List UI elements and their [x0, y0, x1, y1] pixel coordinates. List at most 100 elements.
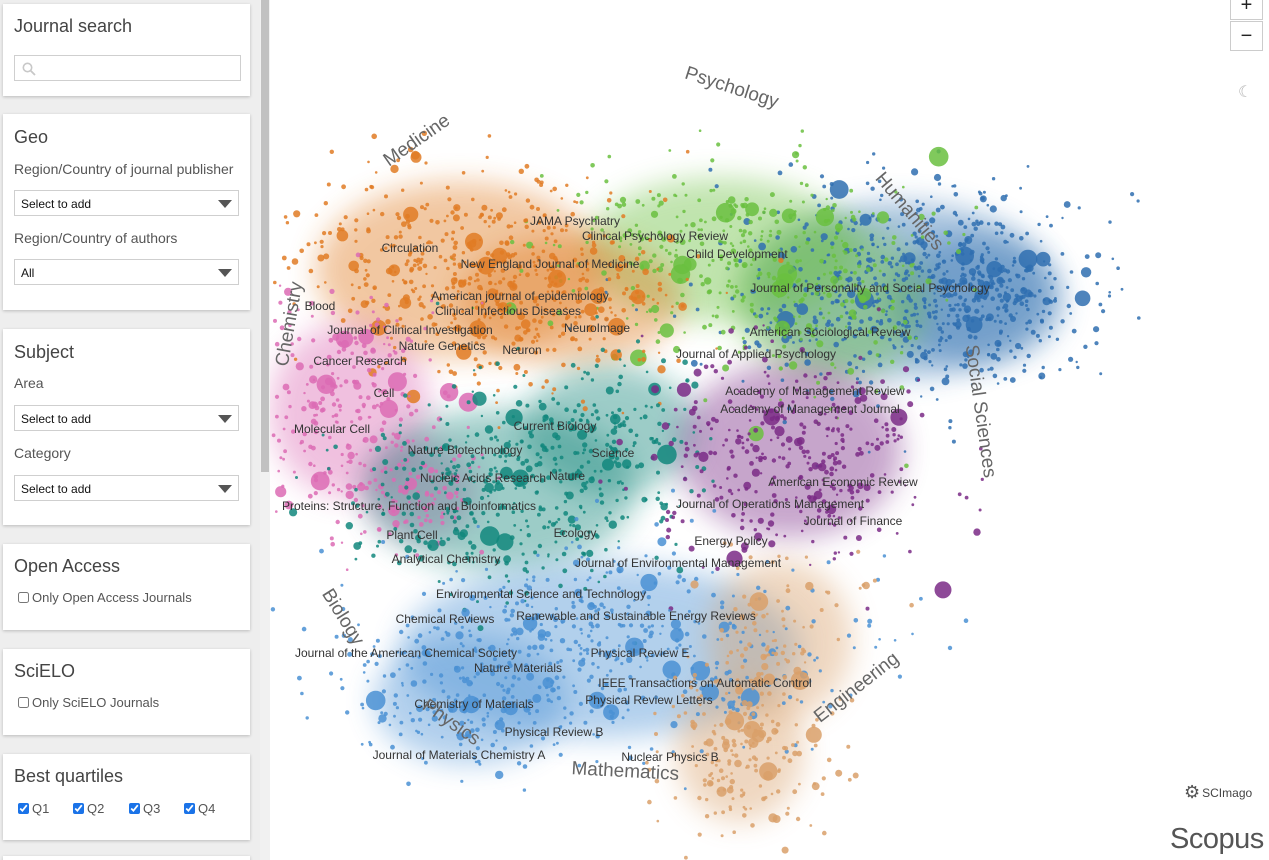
- journal-dot[interactable]: [855, 287, 858, 291]
- journal-dot[interactable]: [826, 371, 830, 376]
- journal-dot[interactable]: [472, 369, 476, 372]
- journal-dot[interactable]: [708, 773, 712, 778]
- journal-dot[interactable]: [982, 241, 986, 246]
- journal-dot[interactable]: [398, 423, 402, 427]
- journal-dot[interactable]: [446, 266, 450, 271]
- journal-label[interactable]: Journal of Finance: [804, 514, 903, 528]
- journal-dot[interactable]: [962, 363, 968, 369]
- journal-dot[interactable]: [534, 177, 539, 183]
- journal-dot[interactable]: [978, 508, 982, 512]
- journal-dot[interactable]: [976, 264, 980, 268]
- journal-dot[interactable]: [287, 310, 292, 315]
- journal-dot[interactable]: [589, 674, 594, 679]
- journal-dot[interactable]: [995, 306, 1001, 311]
- journal-dot[interactable]: [492, 657, 497, 662]
- journal-dot[interactable]: [873, 418, 879, 424]
- journal-dot[interactable]: [805, 391, 810, 396]
- journal-dot[interactable]: [564, 546, 569, 551]
- journal-dot[interactable]: [986, 203, 990, 207]
- journal-dot[interactable]: [689, 489, 694, 494]
- journal-dot[interactable]: [729, 778, 735, 785]
- journal-dot[interactable]: [1008, 313, 1013, 318]
- journal-dot[interactable]: [1136, 199, 1140, 203]
- journal-dot[interactable]: [666, 527, 672, 533]
- journal-dot[interactable]: [712, 509, 717, 513]
- journal-dot[interactable]: [488, 467, 493, 472]
- journal-dot[interactable]: [628, 674, 633, 680]
- journal-dot[interactable]: [400, 445, 404, 449]
- journal-dot[interactable]: [465, 551, 469, 556]
- journal-dot[interactable]: [295, 476, 298, 479]
- journal-dot[interactable]: [868, 380, 874, 385]
- journal-dot[interactable]: [377, 497, 381, 501]
- journal-dot[interactable]: [480, 414, 484, 418]
- journal-dot[interactable]: [644, 236, 649, 241]
- journal-dot[interactable]: [759, 722, 764, 727]
- journal-dot[interactable]: [598, 492, 604, 498]
- journal-dot[interactable]: [410, 666, 414, 670]
- journal-dot[interactable]: [826, 254, 829, 257]
- journal-dot[interactable]: [847, 289, 856, 299]
- journal-dot[interactable]: [1009, 349, 1013, 353]
- journal-dot[interactable]: [786, 261, 790, 265]
- journal-dot[interactable]: [554, 607, 558, 611]
- journal-dot[interactable]: [805, 240, 810, 245]
- journal-dot[interactable]: [697, 233, 702, 239]
- journal-dot[interactable]: [422, 679, 427, 684]
- journal-dot[interactable]: [832, 460, 838, 466]
- journal-dot[interactable]: [431, 425, 436, 430]
- journal-dot[interactable]: [504, 241, 510, 247]
- journal-dot[interactable]: [685, 378, 690, 383]
- journal-dot[interactable]: [519, 337, 524, 342]
- journal-dot[interactable]: [425, 202, 430, 207]
- journal-dot[interactable]: [607, 154, 612, 159]
- journal-dot[interactable]: [741, 441, 745, 445]
- journal-dot[interactable]: [1013, 260, 1016, 264]
- journal-dot[interactable]: [812, 315, 817, 320]
- journal-label[interactable]: Circulation: [382, 241, 439, 255]
- journal-dot[interactable]: [519, 300, 523, 305]
- journal-dot[interactable]: [967, 334, 973, 339]
- journal-dot[interactable]: [504, 676, 508, 680]
- journal-dot[interactable]: [559, 455, 564, 460]
- journal-dot[interactable]: [733, 259, 737, 263]
- journal-dot[interactable]: [522, 243, 526, 247]
- journal-dot[interactable]: [318, 401, 323, 405]
- journal-dot[interactable]: [845, 325, 848, 328]
- journal-dot[interactable]: [307, 493, 313, 499]
- journal-dot[interactable]: [731, 753, 735, 757]
- journal-dot[interactable]: [465, 702, 469, 707]
- journal-dot[interactable]: [577, 763, 582, 768]
- journal-dot[interactable]: [830, 711, 835, 716]
- journal-dot[interactable]: [804, 351, 810, 357]
- journal-dot[interactable]: [692, 431, 696, 434]
- journal-label[interactable]: Current Biology: [514, 419, 597, 433]
- journal-dot[interactable]: [756, 706, 760, 710]
- journal-dot[interactable]: [699, 749, 704, 754]
- journal-dot[interactable]: [776, 415, 780, 419]
- journal-dot[interactable]: [368, 742, 373, 747]
- journal-dot[interactable]: [608, 511, 612, 515]
- journal-dot[interactable]: [774, 317, 779, 322]
- journal-dot[interactable]: [940, 204, 945, 210]
- journal-dot[interactable]: [826, 560, 831, 565]
- journal-dot[interactable]: [877, 490, 882, 494]
- journal-dot[interactable]: [963, 618, 969, 623]
- journal-dot[interactable]: [825, 197, 828, 201]
- journal-dot[interactable]: [311, 401, 319, 409]
- journal-dot[interactable]: [719, 722, 724, 727]
- journal-dot[interactable]: [753, 528, 757, 532]
- journal-dot[interactable]: [671, 704, 675, 709]
- journal-dot[interactable]: [520, 461, 526, 466]
- journal-dot[interactable]: [659, 244, 664, 249]
- journal-dot[interactable]: [515, 372, 519, 375]
- journal-dot[interactable]: [546, 290, 550, 293]
- journal-dot[interactable]: [398, 667, 401, 671]
- journal-dot[interactable]: [548, 520, 552, 524]
- journal-dot[interactable]: [511, 341, 516, 346]
- journal-dot[interactable]: [512, 280, 516, 283]
- journal-dot[interactable]: [358, 395, 363, 400]
- journal-dot[interactable]: [577, 429, 588, 440]
- journal-dot[interactable]: [873, 340, 878, 345]
- journal-dot[interactable]: [707, 289, 713, 294]
